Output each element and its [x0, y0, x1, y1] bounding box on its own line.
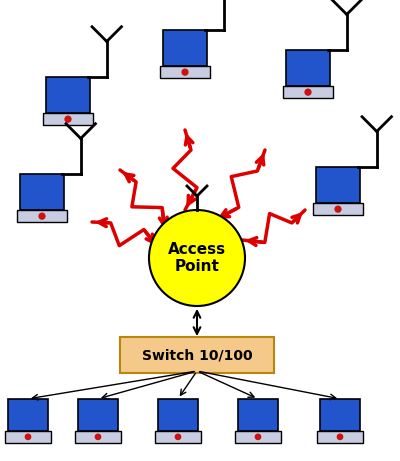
Circle shape — [149, 210, 245, 306]
Text: Switch 10/100: Switch 10/100 — [142, 348, 252, 362]
Circle shape — [255, 434, 261, 439]
FancyBboxPatch shape — [317, 431, 363, 443]
FancyBboxPatch shape — [286, 50, 330, 86]
FancyBboxPatch shape — [160, 66, 210, 78]
Circle shape — [305, 89, 311, 95]
FancyBboxPatch shape — [238, 399, 278, 431]
FancyBboxPatch shape — [78, 399, 118, 431]
FancyBboxPatch shape — [20, 174, 64, 210]
FancyBboxPatch shape — [75, 431, 121, 443]
Circle shape — [182, 69, 188, 75]
FancyBboxPatch shape — [320, 399, 360, 431]
Text: Access
Point: Access Point — [168, 242, 226, 274]
FancyBboxPatch shape — [46, 77, 90, 113]
FancyBboxPatch shape — [235, 431, 281, 443]
Circle shape — [25, 434, 31, 439]
FancyBboxPatch shape — [43, 113, 93, 125]
Circle shape — [335, 206, 341, 212]
FancyBboxPatch shape — [17, 210, 67, 223]
FancyBboxPatch shape — [155, 431, 201, 443]
Circle shape — [39, 213, 45, 219]
FancyBboxPatch shape — [283, 86, 333, 99]
FancyBboxPatch shape — [5, 431, 51, 443]
FancyBboxPatch shape — [163, 30, 207, 66]
Circle shape — [337, 434, 343, 439]
FancyBboxPatch shape — [158, 399, 198, 431]
FancyBboxPatch shape — [313, 203, 363, 215]
Circle shape — [175, 434, 181, 439]
FancyBboxPatch shape — [316, 167, 360, 203]
FancyBboxPatch shape — [120, 337, 274, 373]
Circle shape — [95, 434, 101, 439]
Circle shape — [65, 116, 71, 122]
FancyBboxPatch shape — [8, 399, 48, 431]
